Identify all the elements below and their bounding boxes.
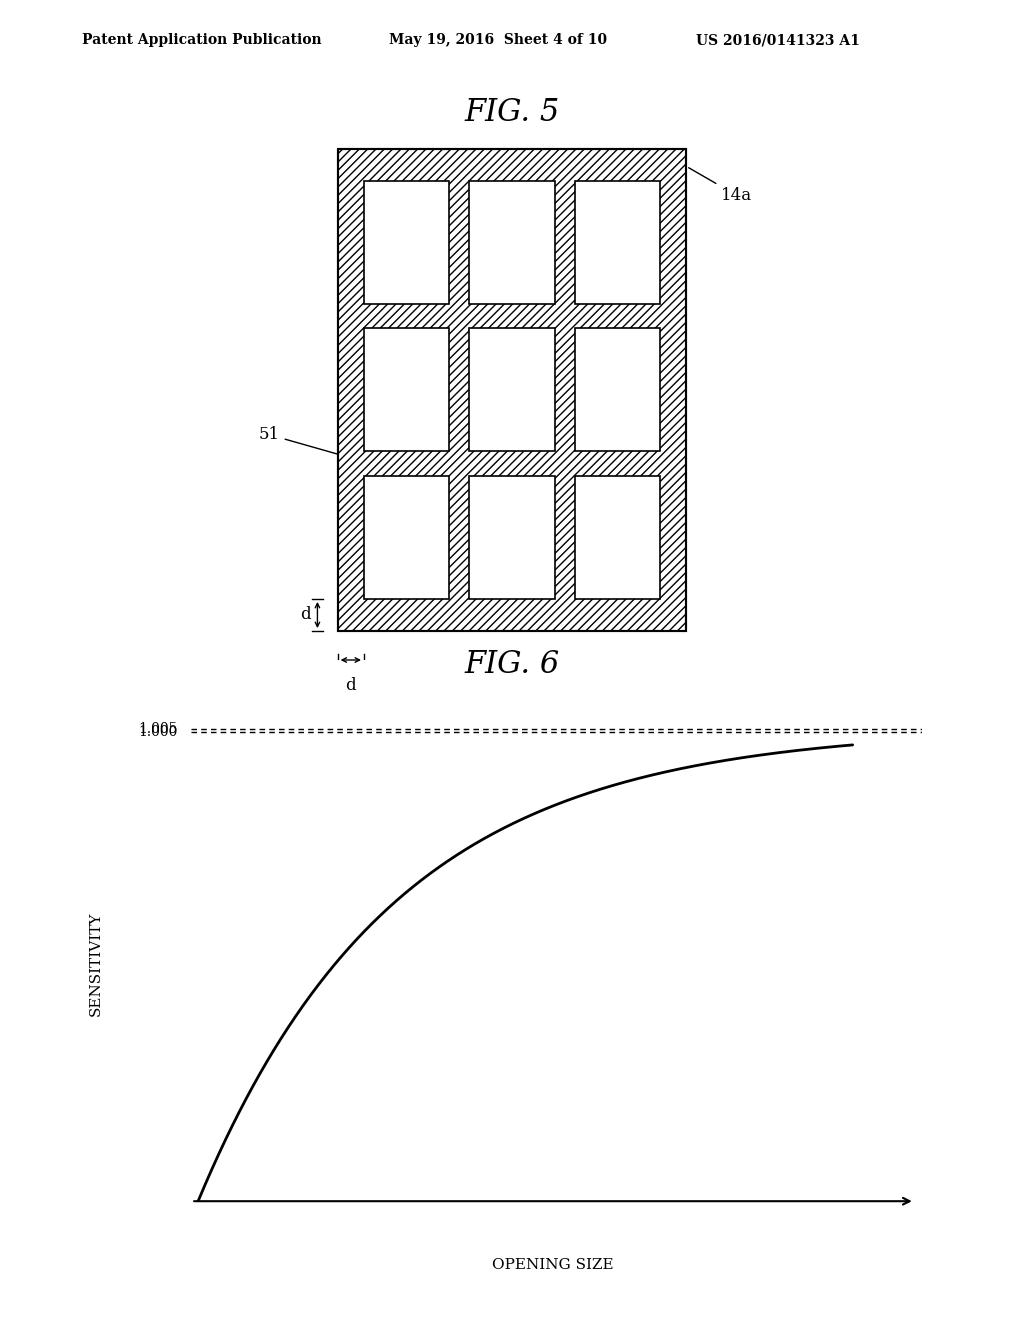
Bar [364, 477, 450, 599]
Text: 14a: 14a [689, 168, 753, 203]
Bar [574, 477, 660, 599]
Text: 51: 51 [258, 426, 338, 454]
Bar [469, 181, 555, 304]
Text: FIG. 6: FIG. 6 [464, 649, 560, 680]
Text: 1.000: 1.000 [138, 725, 177, 739]
Bar [338, 149, 686, 631]
Bar [469, 329, 555, 451]
Bar [338, 149, 686, 631]
Bar [574, 329, 660, 451]
Text: SENSITIVITY: SENSITIVITY [89, 911, 102, 1016]
Bar [364, 329, 450, 451]
Bar [469, 477, 555, 599]
Text: d: d [345, 677, 356, 694]
Bar [574, 181, 660, 304]
Bar [364, 181, 450, 304]
Text: FIG. 5: FIG. 5 [464, 96, 560, 128]
Text: d: d [300, 606, 311, 623]
Text: OPENING SIZE: OPENING SIZE [493, 1258, 613, 1272]
Text: Patent Application Publication: Patent Application Publication [82, 33, 322, 48]
Text: May 19, 2016  Sheet 4 of 10: May 19, 2016 Sheet 4 of 10 [389, 33, 607, 48]
Text: US 2016/0141323 A1: US 2016/0141323 A1 [696, 33, 860, 48]
Text: 1.005: 1.005 [138, 722, 177, 737]
